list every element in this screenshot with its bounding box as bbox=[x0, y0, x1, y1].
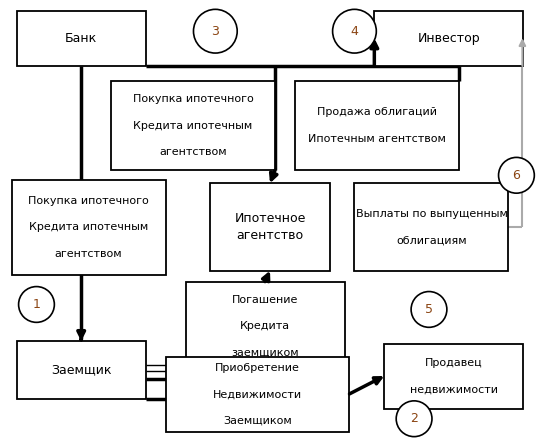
Ellipse shape bbox=[333, 9, 376, 53]
Text: Банк: Банк bbox=[65, 32, 98, 45]
Bar bbox=[355, 183, 508, 271]
Text: Погашение

Кредита

заемщиком: Погашение Кредита заемщиком bbox=[231, 295, 299, 358]
Text: Инвестор: Инвестор bbox=[418, 32, 480, 45]
Text: Продажа облигаций

Ипотечным агентством: Продажа облигаций Ипотечным агентством bbox=[308, 108, 446, 144]
Bar bbox=[374, 11, 523, 66]
Bar bbox=[185, 282, 344, 371]
Bar bbox=[210, 183, 330, 271]
Ellipse shape bbox=[194, 9, 237, 53]
Text: Ипотечное
агентство: Ипотечное агентство bbox=[234, 212, 306, 242]
Text: Покупка ипотечного

Кредита ипотечным

агентством: Покупка ипотечного Кредита ипотечным аге… bbox=[28, 196, 149, 259]
Text: 2: 2 bbox=[410, 412, 418, 425]
Text: 6: 6 bbox=[513, 169, 520, 182]
Ellipse shape bbox=[499, 157, 534, 193]
Text: Покупка ипотечного

Кредита ипотечным

агентством: Покупка ипотечного Кредита ипотечным аге… bbox=[133, 94, 253, 157]
Ellipse shape bbox=[396, 401, 432, 437]
Bar bbox=[384, 344, 523, 409]
Ellipse shape bbox=[411, 292, 447, 327]
Bar bbox=[295, 81, 459, 170]
Ellipse shape bbox=[18, 287, 54, 322]
Text: 5: 5 bbox=[425, 303, 433, 316]
Bar bbox=[165, 357, 349, 432]
Bar bbox=[12, 180, 165, 275]
Bar bbox=[17, 11, 146, 66]
Text: 1: 1 bbox=[32, 298, 40, 311]
Text: Продавец

недвижимости: Продавец недвижимости bbox=[410, 358, 498, 395]
Text: Приобретение

Недвижимости

Заемщиком: Приобретение Недвижимости Заемщиком bbox=[213, 363, 302, 426]
Text: Заемщик: Заемщик bbox=[51, 363, 112, 377]
Text: 4: 4 bbox=[350, 25, 358, 37]
Text: 3: 3 bbox=[211, 25, 219, 37]
Text: Выплаты по выпущенным

облигациям: Выплаты по выпущенным облигациям bbox=[356, 209, 507, 245]
Bar bbox=[17, 341, 146, 399]
Bar bbox=[111, 81, 275, 170]
